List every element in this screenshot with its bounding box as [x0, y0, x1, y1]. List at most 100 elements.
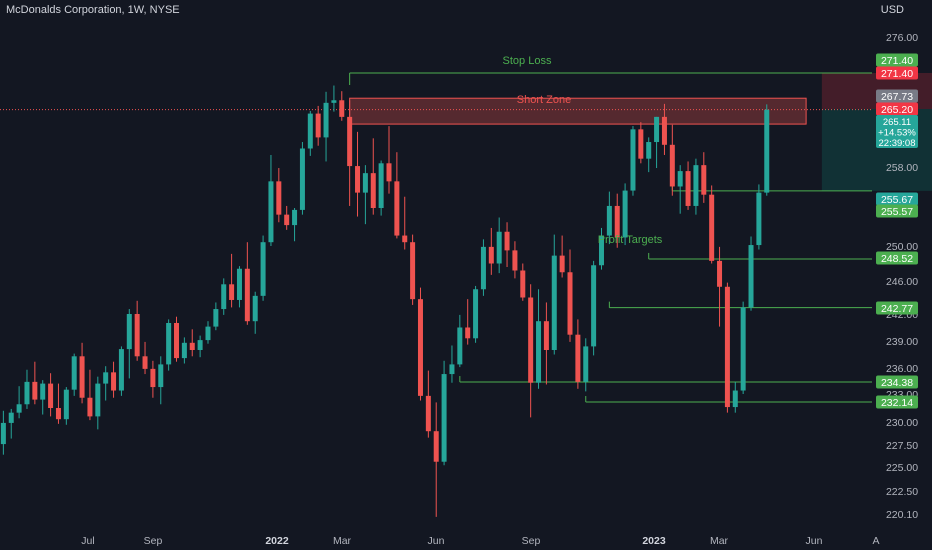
candle-65	[504, 222, 510, 267]
candle-12	[87, 369, 93, 421]
candle-11	[79, 342, 85, 404]
candle-28	[213, 302, 219, 331]
candle-body-14	[103, 372, 109, 384]
candle-body-34	[260, 242, 266, 296]
price-label-271.40: 271.40	[881, 68, 913, 80]
candle-body-76	[591, 265, 597, 347]
candle-1	[0, 410, 6, 455]
candle-body-63	[488, 246, 494, 264]
candle-body-17	[126, 314, 132, 350]
candle-71	[551, 234, 557, 355]
candle-23	[174, 316, 180, 362]
candle-44	[339, 91, 345, 121]
candle-89	[693, 158, 699, 215]
candle-24	[181, 337, 187, 364]
candle-body-52	[402, 235, 408, 243]
candle-49	[378, 160, 384, 216]
candle-body-82	[638, 129, 644, 159]
candle-27	[205, 321, 211, 344]
candle-35	[268, 154, 274, 246]
candle-body-6	[40, 383, 46, 400]
annotation-stop-loss: Stop Loss	[503, 55, 552, 67]
price-label-271.40: 271.40	[881, 55, 913, 67]
candle-body-58	[449, 364, 455, 375]
candle-73	[567, 249, 573, 342]
price-label-bg-0	[876, 53, 918, 67]
candle-body-40	[307, 113, 313, 149]
candle-body-45	[347, 116, 353, 167]
candle-body-70	[543, 321, 549, 350]
candle-body-89	[693, 165, 699, 206]
candle-43	[331, 85, 337, 112]
candle-body-95	[740, 307, 746, 391]
candle-body-75	[583, 346, 589, 382]
candle-body-50	[386, 163, 392, 182]
price-label-bg-4	[876, 192, 918, 206]
candle-body-13	[95, 383, 101, 417]
candle-body-33	[252, 295, 258, 322]
candle-39	[299, 142, 305, 215]
candle-body-8	[55, 408, 61, 420]
candle-body-83	[646, 142, 652, 159]
price-label-bg-9	[876, 395, 918, 409]
candle-41	[315, 105, 321, 146]
candle-body-4	[24, 381, 30, 405]
candle-body-28	[213, 309, 219, 327]
candle-body-22	[166, 323, 172, 365]
price-label-234.38: 234.38	[881, 377, 913, 389]
candle-14	[103, 366, 109, 401]
candle-91	[709, 185, 715, 264]
candle-10	[71, 353, 77, 396]
candle-body-3	[16, 404, 22, 413]
candle-body-1	[0, 422, 6, 445]
price-label-267.73: 267.73	[881, 91, 913, 103]
candle-66	[512, 241, 518, 279]
current-price-label-line-1: +14.53%	[878, 128, 916, 139]
price-label-bg-8	[876, 375, 918, 389]
candle-body-56	[433, 431, 439, 462]
candle-21	[158, 356, 164, 405]
candle-body-93	[724, 286, 730, 408]
candle-97	[756, 184, 762, 250]
candle-body-41	[315, 113, 321, 138]
candle-58	[449, 345, 455, 383]
candle-4	[24, 369, 30, 409]
candle-body-27	[205, 326, 211, 341]
candle-body-87	[677, 171, 683, 187]
candle-48	[370, 138, 376, 215]
candle-body-37	[284, 214, 290, 226]
candle-81	[630, 126, 636, 196]
candle-30	[229, 253, 235, 308]
candle-body-39	[299, 148, 305, 210]
candle-body-80	[622, 190, 628, 238]
candle-body-91	[709, 194, 715, 261]
candle-body-30	[229, 284, 235, 300]
candle-92	[717, 246, 723, 327]
candle-body-69	[536, 321, 542, 383]
candle-84	[654, 116, 660, 169]
candle-31	[236, 266, 242, 308]
candle-body-49	[378, 163, 384, 208]
candle-body-36	[276, 181, 282, 215]
candle-75	[583, 338, 589, 392]
candle-15	[111, 361, 117, 398]
y-tick-276.00: 276.00	[886, 32, 918, 44]
candle-17	[126, 309, 132, 379]
candle-body-74	[575, 334, 581, 382]
candle-59	[457, 314, 463, 368]
price-label-232.14: 232.14	[881, 397, 913, 409]
candle-body-15	[111, 372, 117, 391]
candle-78	[606, 191, 612, 245]
candle-body-59	[457, 327, 463, 365]
candle-61	[473, 285, 479, 343]
price-label-255.57: 255.57	[881, 206, 913, 218]
candle-body-5	[32, 381, 38, 400]
candle-body-96	[748, 245, 754, 308]
candle-body-11	[79, 356, 85, 398]
candle-body-97	[756, 192, 762, 246]
candle-53	[410, 234, 416, 305]
candle-body-46	[355, 166, 361, 193]
candle-body-65	[504, 231, 510, 251]
